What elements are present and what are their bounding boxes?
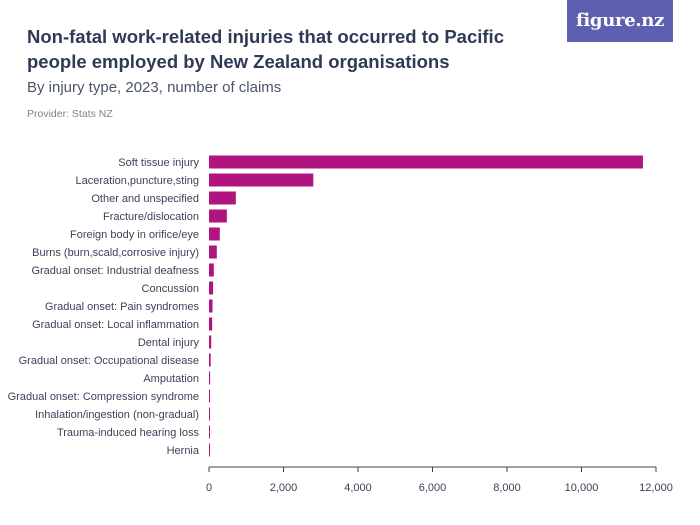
- bar[interactable]: [209, 317, 213, 331]
- bar[interactable]: [209, 209, 227, 223]
- x-tick-label: 0: [206, 482, 212, 494]
- chart-title: Non-fatal work-related injuries that occ…: [27, 26, 504, 72]
- bar[interactable]: [209, 227, 220, 241]
- category-label: Gradual onset: Industrial deafness: [31, 265, 199, 277]
- bar[interactable]: [209, 389, 210, 403]
- category-label: Concussion: [142, 283, 199, 295]
- category-label: Hernia: [167, 445, 200, 457]
- bar[interactable]: [209, 335, 212, 349]
- category-label: Inhalation/ingestion (non-gradual): [35, 409, 199, 421]
- category-label: Soft tissue injury: [118, 157, 199, 169]
- data-provider: Provider: Stats NZ: [27, 108, 113, 120]
- bar[interactable]: [209, 263, 214, 277]
- bar[interactable]: [209, 407, 210, 421]
- x-tick-label: 4,000: [344, 482, 372, 494]
- figure-nz-logo[interactable]: figure.nz: [567, 0, 673, 42]
- x-tick-label: 6,000: [419, 482, 447, 494]
- category-label: Gradual onset: Compression syndrome: [8, 391, 199, 403]
- bar[interactable]: [209, 191, 236, 205]
- bar[interactable]: [209, 281, 214, 295]
- category-label: Foreign body in orifice/eye: [70, 229, 199, 241]
- category-label: Gradual onset: Pain syndromes: [45, 301, 200, 313]
- bar[interactable]: [209, 353, 211, 367]
- category-label: Dental injury: [138, 337, 200, 349]
- bar[interactable]: [209, 425, 210, 439]
- bar[interactable]: [209, 155, 643, 169]
- chart-subtitle: By injury type, 2023, number of claims: [27, 79, 282, 96]
- category-label: Gradual onset: Local inflammation: [32, 319, 199, 331]
- category-label: Other and unspecified: [91, 193, 199, 205]
- category-label: Fracture/dislocation: [103, 211, 199, 223]
- category-label: Laceration,puncture,sting: [75, 175, 199, 187]
- bar[interactable]: [209, 299, 213, 313]
- x-tick-label: 8,000: [493, 482, 521, 494]
- category-label: Amputation: [143, 373, 199, 385]
- x-tick-label: 12,000: [639, 482, 673, 494]
- category-label: Burns (burn,scald,corrosive injury): [32, 247, 199, 259]
- bar[interactable]: [209, 173, 314, 187]
- bar[interactable]: [209, 245, 217, 259]
- x-tick-label: 10,000: [565, 482, 599, 494]
- category-label: Trauma-induced hearing loss: [57, 427, 200, 439]
- bar[interactable]: [209, 371, 211, 385]
- category-label: Gradual onset: Occupational disease: [19, 355, 199, 367]
- x-tick-label: 2,000: [270, 482, 298, 494]
- bar[interactable]: [209, 443, 210, 457]
